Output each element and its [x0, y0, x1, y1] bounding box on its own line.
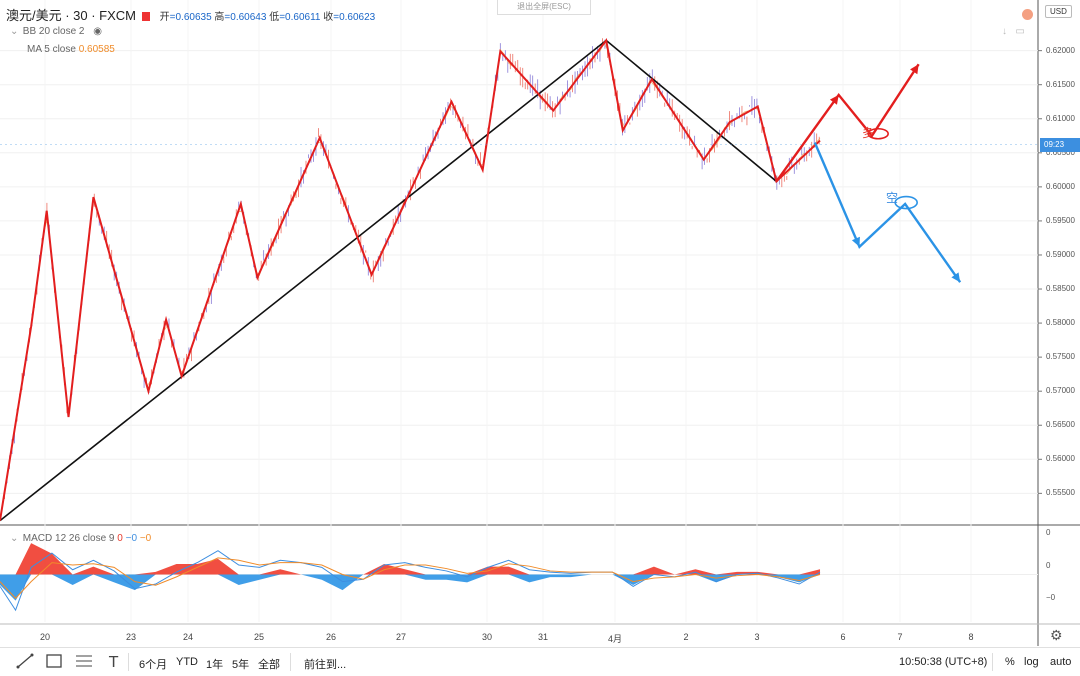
goto-date-button[interactable]: 前往到...	[304, 659, 347, 671]
signal-line	[0, 557, 821, 599]
chart-header: 澳元/美元 · 30 · FXCM 开=0.60635 高=0.60643 低=…	[6, 5, 375, 24]
clock-readout[interactable]: 10:50:38 (UTC+8)	[899, 656, 988, 668]
x-tick-label: 2	[683, 632, 689, 642]
exit-fullscreen-button[interactable]: 退出全屏(ESC)	[497, 0, 591, 15]
y-tick-label: 0.61500	[1046, 79, 1075, 89]
gear-icon[interactable]: ⚙	[1050, 627, 1063, 643]
range-1y[interactable]: 1年	[206, 659, 224, 671]
macd-tick-label: −0	[1046, 593, 1056, 602]
high-value: =0.60643	[224, 12, 267, 23]
rectangle-tool-icon[interactable]	[44, 652, 64, 670]
x-tick-label: 23	[125, 632, 137, 642]
forecast-short-arrow-head	[951, 272, 961, 283]
currency-button[interactable]: USD	[1045, 5, 1072, 18]
range-all[interactable]: 全部	[258, 659, 280, 671]
y-tick-label: 0.60500	[1046, 147, 1075, 157]
percent-toggle[interactable]: %	[1005, 656, 1015, 668]
macd-histogram-negative	[0, 574, 821, 601]
chevron-down-icon[interactable]: ⌄	[10, 533, 19, 544]
x-tick-label: 7	[897, 632, 903, 642]
auto-toggle[interactable]: auto	[1050, 656, 1072, 668]
chevron-down-icon[interactable]: ⌄	[10, 26, 19, 37]
y-tick-label: 0.59500	[1046, 215, 1075, 225]
y-tick-label: 0.57500	[1046, 352, 1075, 362]
flag-icon	[142, 12, 151, 21]
long-target-mark	[867, 127, 889, 140]
x-tick-label: 6	[840, 632, 846, 642]
macd-indicator-legend[interactable]: ⌄ MACD 12 26 close 9 0 −0 −0	[10, 533, 152, 544]
y-tick-label: 0.56000	[1046, 454, 1075, 464]
x-tick-label: 20	[39, 632, 51, 642]
open-value: =0.60635	[169, 12, 212, 23]
x-tick-label: 24	[182, 632, 194, 642]
macd-line	[0, 550, 821, 612]
y-tick-label: 0.60000	[1046, 181, 1075, 191]
macd-tick-label: 0	[1046, 528, 1051, 537]
forecast-long-arrow	[775, 63, 920, 183]
line-tool-icon[interactable]	[15, 652, 35, 670]
macd-histogram-positive	[0, 543, 821, 575]
ma-line	[1, 42, 821, 508]
status-orb-icon	[1022, 9, 1033, 20]
range-5y[interactable]: 5年	[232, 659, 250, 671]
y-tick-label: 0.58000	[1046, 318, 1075, 328]
y-tick-label: 0.57000	[1046, 386, 1075, 396]
x-tick-label: 26	[325, 632, 337, 642]
current-price-tag: 09:23	[1040, 138, 1080, 152]
zigzag-line	[0, 38, 821, 521]
fib-tool-icon[interactable]	[74, 652, 94, 670]
ma-indicator-legend[interactable]: MA 5 close 0.60585	[27, 44, 115, 55]
y-tick-label: 0.62000	[1046, 45, 1075, 55]
forecast-long-arrow-mid-head	[829, 94, 839, 105]
y-tick-label: 0.58500	[1046, 284, 1075, 294]
symbol-title[interactable]: 澳元/美元 · 30 · FXCM	[6, 8, 137, 23]
svg-text:T: T	[108, 653, 119, 670]
ohlc-readout: 开=0.60635 高=0.60643 低=0.60611 收=0.60623	[159, 12, 376, 23]
x-tick-label: 3	[754, 632, 760, 642]
short-target-mark	[894, 195, 918, 210]
x-tick-label: 30	[481, 632, 493, 642]
close-value: =0.60623	[333, 12, 376, 23]
x-tick-label: 27	[395, 632, 407, 642]
long-annotation: 多	[862, 126, 875, 140]
text-tool-icon[interactable]: T	[104, 652, 124, 670]
low-value: =0.60611	[279, 12, 321, 23]
log-toggle[interactable]: log	[1024, 656, 1039, 668]
y-tick-label: 0.55500	[1046, 488, 1075, 498]
x-tick-label: 4月	[607, 634, 623, 644]
bottom-toolbar: T 6个月 YTD 1年 5年 全部 前往到... 10:50:38 (UTC+…	[0, 647, 1080, 676]
x-tick-label: 25	[253, 632, 265, 642]
y-tick-label: 0.56500	[1046, 420, 1075, 430]
range-6m[interactable]: 6个月	[139, 659, 168, 671]
forecast-long-arrow-head	[910, 64, 919, 75]
short-annotation: 空	[886, 191, 899, 205]
y-tick-label: 0.59000	[1046, 249, 1075, 259]
y-tick-label: 0.61000	[1046, 113, 1075, 123]
x-tick-label: 8	[968, 632, 974, 642]
x-tick-label: 31	[537, 632, 549, 642]
ma-value: 0.60585	[78, 44, 115, 55]
bb-indicator-legend[interactable]: ⌄ BB 20 close 2 ◉	[10, 26, 103, 37]
scale-icons[interactable]: ↓ ▭	[1002, 26, 1025, 37]
macd-tick-label: 0	[1046, 561, 1051, 570]
forecast-short-arrow	[813, 142, 962, 283]
forecast-short-arrow-mid-head	[851, 236, 860, 247]
eye-icon[interactable]: ◉	[93, 26, 103, 37]
range-ytd[interactable]: YTD	[176, 656, 198, 668]
